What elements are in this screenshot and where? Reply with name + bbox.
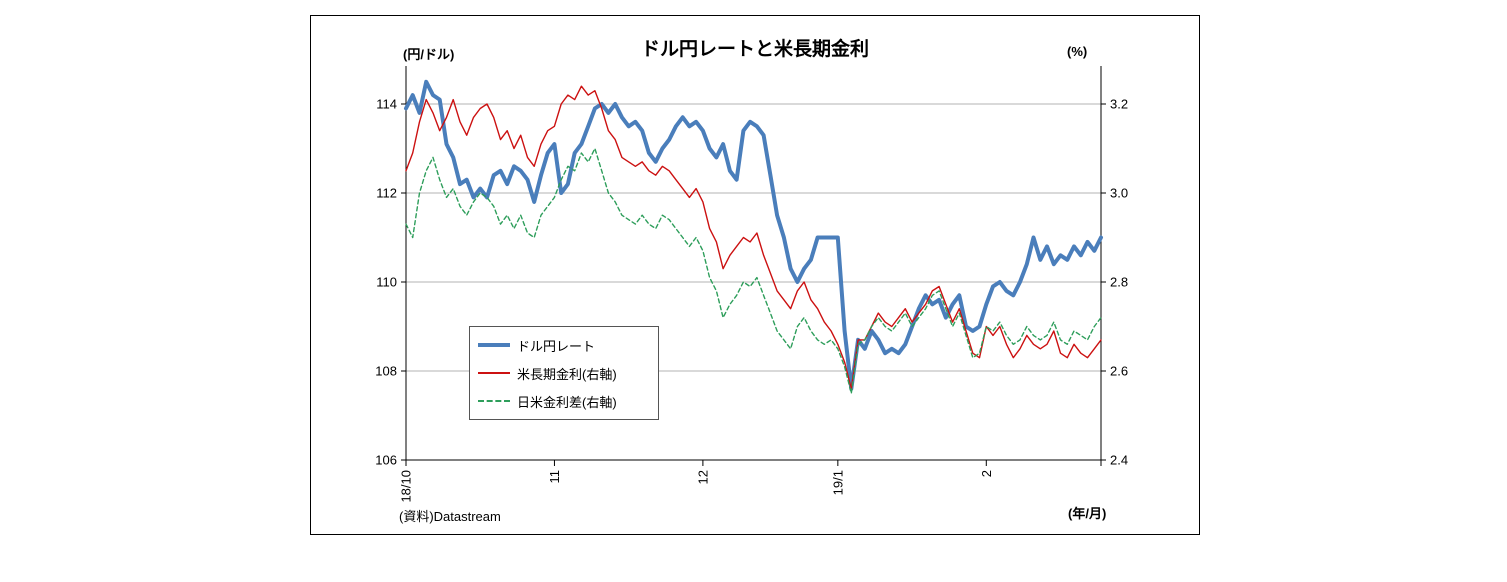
x-axis-unit-label: (年/月) (1068, 506, 1107, 521)
legend-label-us-long-rate: 米長期金利(右軸) (517, 366, 617, 382)
right-axis-tick-label: 2.8 (1110, 275, 1128, 290)
legend-item-rate-differential: 日米金利差(右軸) (478, 392, 650, 411)
right-axis-tick-label: 3.0 (1110, 186, 1128, 201)
right-axis-tick-label: 2.6 (1110, 364, 1128, 379)
legend-item-us-long-rate: 米長期金利(右軸) (478, 364, 650, 383)
right-axis-unit-label: (%) (1067, 44, 1088, 59)
x-axis-tick-label: 19/1 (830, 470, 845, 495)
legend-line-us-long-rate-icon (478, 372, 510, 374)
left-axis-tick-label: 108 (375, 364, 397, 379)
legend-label-usdjpy: ドル円レート (517, 338, 596, 354)
left-axis-tick-label: 114 (376, 97, 397, 112)
x-axis-tick-label: 2 (979, 470, 994, 477)
x-axis-tick-label: 18/10 (399, 470, 414, 503)
right-axis-tick-label: 3.2 (1110, 97, 1128, 112)
left-axis-unit-label: (円/ドル) (403, 47, 455, 62)
left-axis-tick-label: 112 (376, 186, 397, 201)
series-line-0 (404, 79, 1103, 391)
legend-line-rate-differential-icon (478, 400, 510, 402)
source-note: (資料)Datastream (399, 509, 501, 524)
left-axis-tick-label: 110 (376, 275, 397, 290)
legend: ドル円レート 米長期金利(右軸) 日米金利差(右軸) (469, 326, 659, 420)
chart-canvas: 106 108 110 112 114 2.4 2.6 2.8 3.0 3.2 18/10 11 12 1… (310, 15, 1200, 535)
legend-label-rate-differential: 日米金利差(右軸) (517, 394, 617, 410)
x-axis-tick-label: 12 (695, 470, 710, 484)
series-line-2 (405, 147, 1102, 394)
right-axis-tick-label: 2.4 (1110, 453, 1128, 468)
legend-line-usdjpy-icon (478, 343, 510, 347)
legend-item-usdjpy: ドル円レート (478, 336, 650, 355)
left-axis-tick-label: 106 (375, 453, 397, 468)
x-axis-tick-label: 11 (547, 470, 562, 484)
chart-title: ドル円レートと米長期金利 (640, 39, 869, 60)
chart-plot-area: 106 108 110 112 114 2.4 2.6 2.8 3.0 3.2 18/10 11 12 1… (375, 66, 1128, 503)
